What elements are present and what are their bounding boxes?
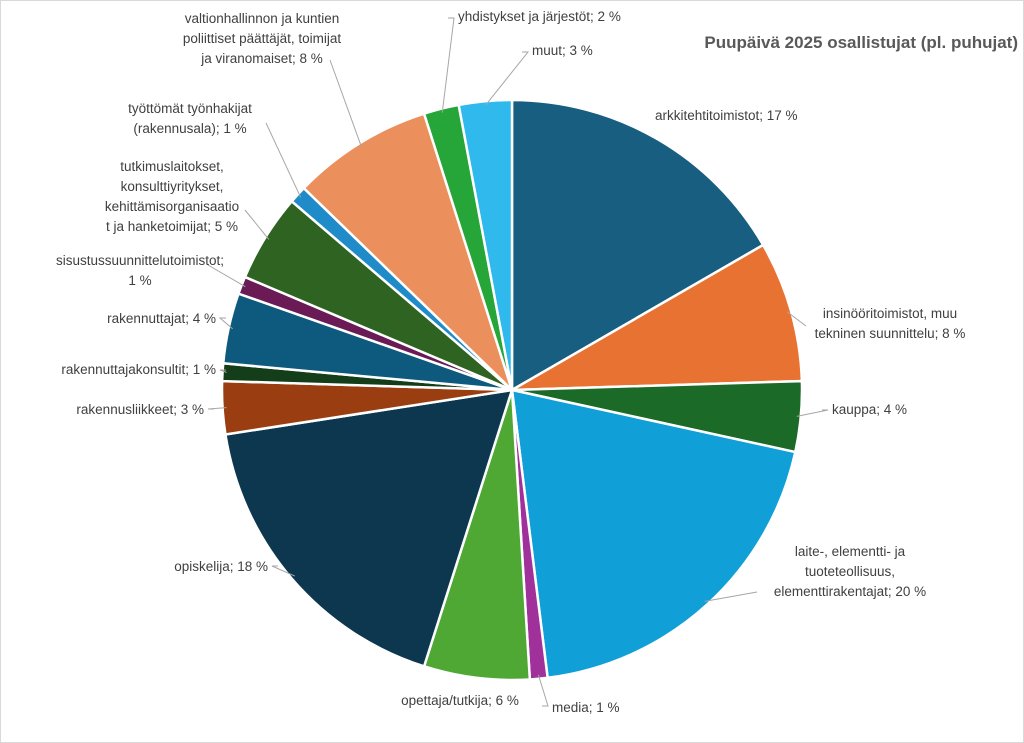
data-label: kauppa; 4 % (832, 402, 907, 417)
leader-line (441, 17, 455, 113)
leader-line (207, 264, 246, 288)
data-label: työttömät työnhakijat (128, 101, 252, 116)
data-label: tutkimuslaitokset, (120, 159, 224, 174)
data-label: valtionhallinnon ja kuntien (185, 11, 340, 26)
data-label: ja viranomaiset; 8 % (200, 51, 323, 66)
pie-slice (511, 243, 804, 392)
data-label: t ja hanketoimijat; 5 % (106, 219, 238, 234)
pie-slices (220, 98, 804, 682)
pie-slice (510, 98, 765, 393)
leader-line (485, 51, 530, 106)
data-label: muut; 3 % (532, 43, 593, 58)
data-label: rakennusliikkeet; 3 % (76, 402, 204, 417)
pie-slice (457, 98, 514, 391)
data-label: rakennuttajat; 4 % (107, 311, 216, 326)
pie-slice (510, 388, 797, 680)
leader-line (704, 591, 758, 602)
leader-line (786, 311, 807, 327)
data-label: (rakennusala); 1 % (133, 121, 246, 136)
leader-lines (207, 17, 829, 707)
leader-line (244, 209, 270, 240)
data-labels: arkkitehtitoimistot; 17 % insinööritoimis… (56, 9, 965, 715)
data-label: insinööritoimistot, muu (823, 306, 957, 321)
data-label: kehittämisorganisaatio (105, 199, 239, 214)
data-label: sisustussuunnittelutoimistot; (56, 253, 224, 268)
leader-line (219, 369, 227, 373)
data-label: konsulttiyritykset, (121, 179, 224, 194)
pie-slice (302, 112, 514, 391)
leader-line (218, 317, 233, 330)
data-label: opiskelija; 18 % (174, 559, 268, 574)
leader-line (537, 674, 549, 707)
leader-line (329, 59, 362, 148)
data-label: media; 1 % (552, 700, 620, 715)
leader-line (265, 122, 302, 198)
chart-title: Puupäivä 2025 osallistujat (pl. puhujat) (704, 33, 1018, 52)
leader-line (271, 565, 296, 577)
data-label: tekninen suunnittelu; 8 % (815, 326, 966, 341)
leader-line (207, 407, 227, 410)
pie-slice (224, 388, 514, 668)
data-label: 1 % (128, 273, 151, 288)
data-label: opettaja/tutkija; 6 % (401, 693, 519, 708)
data-label: yhdistykset ja järjestöt; 2 % (458, 9, 621, 24)
data-label: poliittiset päättäjät, toimijat (183, 31, 342, 46)
leader-line (796, 409, 829, 417)
data-label: laite-, elementti- ja (795, 544, 906, 559)
data-label: arkkitehtitoimistot; 17 % (655, 108, 798, 123)
data-label: tuoteteollisuus, (805, 564, 895, 579)
data-label: elementtirakentajat; 20 % (774, 584, 926, 599)
data-label: rakennuttajakonsultit; 1 % (61, 362, 216, 377)
